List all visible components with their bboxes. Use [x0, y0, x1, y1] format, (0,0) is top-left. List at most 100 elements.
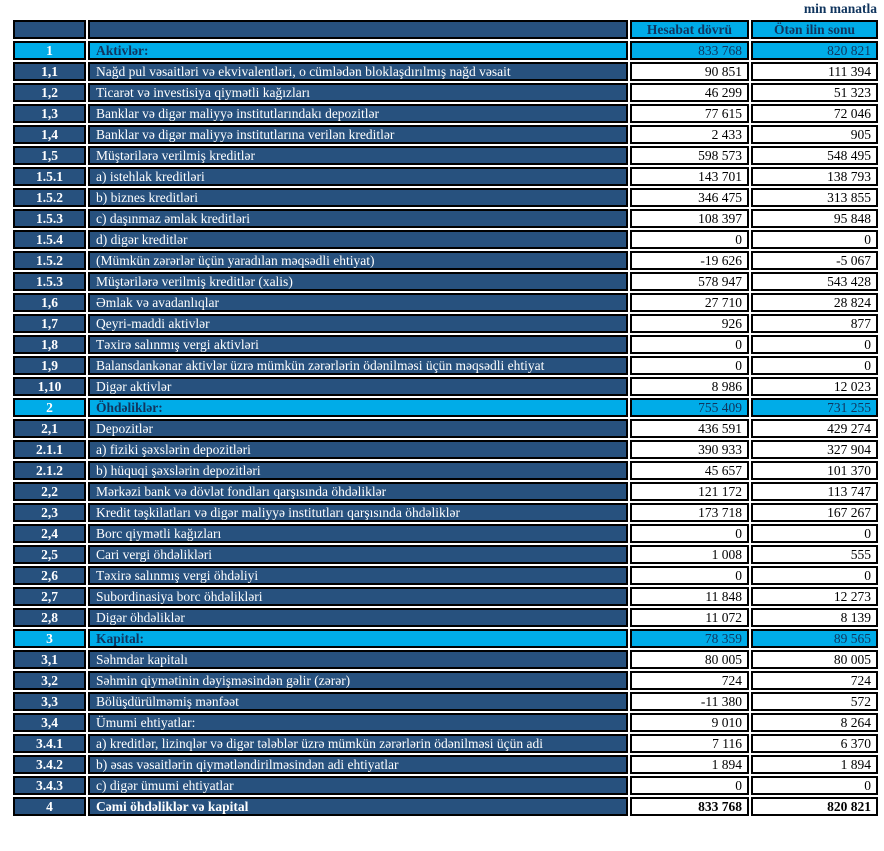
row-label-cell: Səhmin qiymətinin dəyişməsindən gəlir (z…: [88, 671, 628, 690]
row-number-cell: 3,3: [13, 692, 86, 711]
value-cell-end-of-last-year: 1 894: [751, 755, 878, 774]
value-cell-reporting-period: 108 397: [630, 209, 749, 228]
table-row: 2,1 Depozitlər 436 591 429 274: [13, 419, 878, 438]
value-cell-end-of-last-year: 80 005: [751, 650, 878, 669]
row-label-cell: Subordinasiya borc öhdəlikləri: [88, 587, 628, 606]
row-number-cell: 1.5.2: [13, 188, 86, 207]
table-row: 3,3 Bölüşdürülməmiş mənfəət -11 380 572: [13, 692, 878, 711]
value-cell-reporting-period: 1 894: [630, 755, 749, 774]
value-cell-reporting-period: 833 768: [630, 797, 749, 816]
value-cell-end-of-last-year: 555: [751, 545, 878, 564]
table-row: 1,8 Təxirə salınmış vergi aktivləri 0 0: [13, 335, 878, 354]
row-label-cell: (Mümkün zərərlər üçün yaradılan məqsədli…: [88, 251, 628, 270]
value-cell-reporting-period: 436 591: [630, 419, 749, 438]
row-number-cell: 3,1: [13, 650, 86, 669]
row-number-cell: 1.5.1: [13, 167, 86, 186]
value-cell-reporting-period: 926: [630, 314, 749, 333]
row-label-cell: Nağd pul vəsaitləri və ekvivalentləri, o…: [88, 62, 628, 81]
row-label-cell: a) kreditlər, lizinqlər və digər tələblə…: [88, 734, 628, 753]
table-row: 1.5.1 a) istehlak kreditləri 143 701 138 79…: [13, 167, 878, 186]
table-row: 1,7 Qeyri-maddi aktivlər 926 877: [13, 314, 878, 333]
row-number-cell: 1,8: [13, 335, 86, 354]
row-label-cell: Kapital:: [88, 629, 628, 648]
table-row: 2,3 Kredit təşkilatları və digər maliyyə …: [13, 503, 878, 522]
value-cell-reporting-period: 0: [630, 524, 749, 543]
value-cell-reporting-period: 598 573: [630, 146, 749, 165]
row-label-cell: Ticarət və investisiya qiymətli kağızlar…: [88, 83, 628, 102]
value-cell-reporting-period: 0: [630, 776, 749, 795]
value-cell-reporting-period: 8 986: [630, 377, 749, 396]
value-cell-end-of-last-year: 429 274: [751, 419, 878, 438]
value-cell-end-of-last-year: 731 255: [751, 398, 878, 417]
row-number-cell: 1.5.3: [13, 272, 86, 291]
row-label-cell: Balansdankənar aktivlər üzrə mümkün zərə…: [88, 356, 628, 375]
value-cell-reporting-period: 143 701: [630, 167, 749, 186]
value-cell-end-of-last-year: 12 023: [751, 377, 878, 396]
table-row: 1 Aktivlər: 833 768 820 821: [13, 41, 878, 60]
table-row: 1,2 Ticarət və investisiya qiymətli kağız…: [13, 83, 878, 102]
value-cell-reporting-period: 90 851: [630, 62, 749, 81]
value-cell-reporting-period: 2 433: [630, 125, 749, 144]
header-empty-number-cell: [13, 20, 86, 39]
value-cell-reporting-period: 833 768: [630, 41, 749, 60]
table-row: 1,9 Balansdankənar aktivlər üzrə mümkün z…: [13, 356, 878, 375]
value-cell-end-of-last-year: 8 139: [751, 608, 878, 627]
value-cell-reporting-period: 1 008: [630, 545, 749, 564]
column-header-reporting-period: Hesabat dövrü: [630, 20, 749, 39]
row-label-cell: Təxirə salınmış vergi aktivləri: [88, 335, 628, 354]
table-row: 1.5.3 c) daşınmaz əmlak kreditləri 108 397…: [13, 209, 878, 228]
value-cell-reporting-period: 0: [630, 335, 749, 354]
table-row: 1.5.2 (Mümkün zərərlər üçün yaradılan məq…: [13, 251, 878, 270]
row-label-cell: Kredit təşkilatları və digər maliyyə ins…: [88, 503, 628, 522]
row-label-cell: Əmlak və avadanlıqlar: [88, 293, 628, 312]
table-row: 2 Öhdəliklər: 755 409 731 255: [13, 398, 878, 417]
row-label-cell: Cəmi öhdəliklər və kapital: [88, 797, 628, 816]
table-row: 3.4.3 c) digər ümumi ehtiyatlar 0 0: [13, 776, 878, 795]
row-label-cell: Banklar və digər maliyyə institutlarında…: [88, 104, 628, 123]
row-number-cell: 1: [13, 41, 86, 60]
value-cell-reporting-period: 755 409: [630, 398, 749, 417]
row-label-cell: Cari vergi öhdəlikləri: [88, 545, 628, 564]
row-number-cell: 1,9: [13, 356, 86, 375]
row-label-cell: b) əsas vəsaitlərin qiymətləndirilməsind…: [88, 755, 628, 774]
table-body: 1 Aktivlər: 833 768 820 821 1,1 Nağd pul vəsa…: [13, 41, 878, 816]
value-cell-end-of-last-year: 572: [751, 692, 878, 711]
value-cell-reporting-period: 27 710: [630, 293, 749, 312]
value-cell-end-of-last-year: 8 264: [751, 713, 878, 732]
table-row: 2,8 Digər öhdəliklər 11 072 8 139: [13, 608, 878, 627]
row-number-cell: 1.5.3: [13, 209, 86, 228]
table-row: 3,2 Səhmin qiymətinin dəyişməsindən gəlir…: [13, 671, 878, 690]
value-cell-end-of-last-year: 0: [751, 524, 878, 543]
value-cell-reporting-period: -11 380: [630, 692, 749, 711]
value-cell-end-of-last-year: 95 848: [751, 209, 878, 228]
value-cell-end-of-last-year: 101 370: [751, 461, 878, 480]
row-label-cell: c) digər ümumi ehtiyatlar: [88, 776, 628, 795]
row-number-cell: 2,4: [13, 524, 86, 543]
value-cell-reporting-period: 390 933: [630, 440, 749, 459]
row-label-cell: d) digər kreditlər: [88, 230, 628, 249]
value-cell-reporting-period: 46 299: [630, 83, 749, 102]
row-label-cell: Digər öhdəliklər: [88, 608, 628, 627]
value-cell-reporting-period: 77 615: [630, 104, 749, 123]
value-cell-end-of-last-year: 12 273: [751, 587, 878, 606]
value-cell-reporting-period: 11 072: [630, 608, 749, 627]
value-cell-end-of-last-year: 548 495: [751, 146, 878, 165]
row-label-cell: b) hüquqi şəxslərin depozitləri: [88, 461, 628, 480]
row-label-cell: Səhmdar kapitalı: [88, 650, 628, 669]
row-label-cell: Ümumi ehtiyatlar:: [88, 713, 628, 732]
row-number-cell: 1,2: [13, 83, 86, 102]
table-row: 2,6 Təxirə salınmış vergi öhdəliyi 0 0: [13, 566, 878, 585]
row-number-cell: 2,3: [13, 503, 86, 522]
row-number-cell: 3.4.2: [13, 755, 86, 774]
row-label-cell: Depozitlər: [88, 419, 628, 438]
value-cell-end-of-last-year: 51 323: [751, 83, 878, 102]
unit-note: min manatla: [803, 1, 877, 16]
value-cell-reporting-period: 11 848: [630, 587, 749, 606]
row-number-cell: 1,3: [13, 104, 86, 123]
row-label-cell: Aktivlər:: [88, 41, 628, 60]
row-number-cell: 3,2: [13, 671, 86, 690]
value-cell-reporting-period: 0: [630, 230, 749, 249]
value-cell-end-of-last-year: 6 370: [751, 734, 878, 753]
value-cell-reporting-period: 121 172: [630, 482, 749, 501]
value-cell-reporting-period: 346 475: [630, 188, 749, 207]
